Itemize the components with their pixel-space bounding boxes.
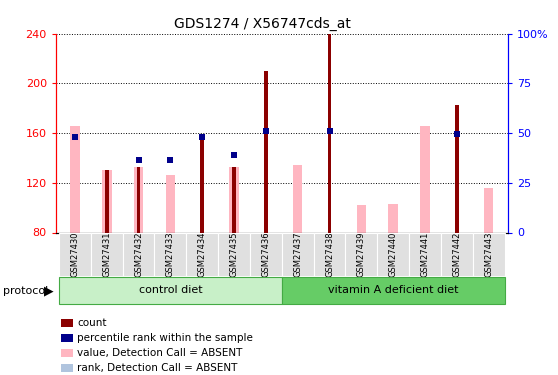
- Text: rank, Detection Call = ABSENT: rank, Detection Call = ABSENT: [77, 363, 237, 373]
- Text: value, Detection Call = ABSENT: value, Detection Call = ABSENT: [77, 348, 242, 358]
- Text: percentile rank within the sample: percentile rank within the sample: [77, 333, 253, 343]
- Bar: [218, 232, 250, 276]
- Bar: [186, 232, 218, 276]
- Bar: [441, 232, 473, 276]
- Text: GSM27441: GSM27441: [421, 231, 430, 277]
- Bar: [229, 166, 239, 232]
- Bar: [91, 232, 123, 276]
- Bar: [345, 232, 377, 276]
- Bar: [59, 277, 282, 304]
- Text: GSM27431: GSM27431: [102, 231, 111, 277]
- Bar: [232, 166, 236, 232]
- Bar: [357, 205, 366, 232]
- Text: GSM27437: GSM27437: [293, 231, 302, 277]
- Bar: [377, 232, 409, 276]
- Text: GSM27433: GSM27433: [166, 231, 175, 277]
- Bar: [328, 34, 331, 232]
- Text: GDS1274 / X56747cds_at: GDS1274 / X56747cds_at: [174, 17, 350, 31]
- Bar: [473, 232, 504, 276]
- Bar: [70, 126, 80, 232]
- Bar: [388, 204, 398, 232]
- Text: GSM27438: GSM27438: [325, 231, 334, 277]
- Bar: [484, 188, 493, 232]
- Bar: [200, 140, 204, 232]
- Bar: [134, 166, 143, 232]
- Bar: [314, 232, 345, 276]
- Bar: [282, 277, 504, 304]
- Text: GSM27434: GSM27434: [198, 231, 206, 277]
- Text: GSM27442: GSM27442: [453, 231, 461, 277]
- Text: ▶: ▶: [44, 284, 54, 297]
- Text: protocol: protocol: [3, 286, 48, 296]
- Text: GSM27436: GSM27436: [261, 231, 271, 277]
- Bar: [123, 232, 155, 276]
- Bar: [250, 232, 282, 276]
- Text: vitamin A deficient diet: vitamin A deficient diet: [328, 285, 459, 295]
- Bar: [264, 71, 268, 232]
- Text: GSM27432: GSM27432: [134, 231, 143, 277]
- Text: GSM27430: GSM27430: [70, 231, 79, 277]
- Bar: [59, 232, 91, 276]
- Text: control diet: control diet: [138, 285, 202, 295]
- Text: GSM27435: GSM27435: [229, 231, 239, 277]
- Bar: [293, 165, 302, 232]
- Bar: [282, 232, 314, 276]
- Bar: [166, 176, 175, 232]
- Bar: [105, 170, 109, 232]
- Text: count: count: [77, 318, 107, 328]
- Bar: [137, 166, 141, 232]
- Text: GSM27439: GSM27439: [357, 231, 366, 277]
- Text: GSM27443: GSM27443: [484, 231, 493, 277]
- Bar: [455, 105, 459, 232]
- Bar: [409, 232, 441, 276]
- Bar: [420, 126, 430, 232]
- Text: GSM27440: GSM27440: [389, 231, 398, 277]
- Bar: [102, 170, 112, 232]
- Bar: [155, 232, 186, 276]
